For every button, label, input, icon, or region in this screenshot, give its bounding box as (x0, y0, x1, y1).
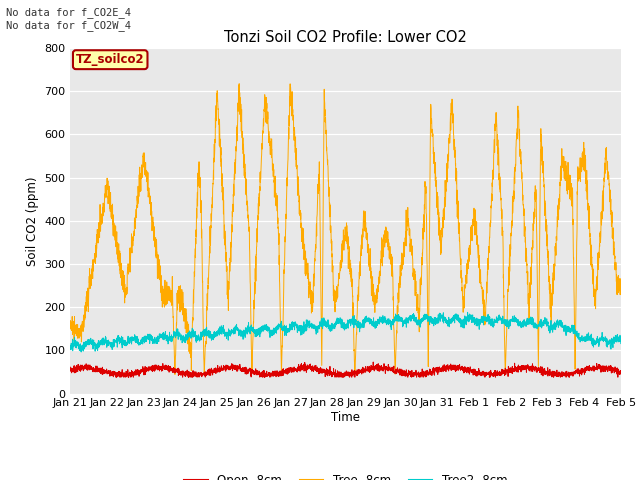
Legend: Open -8cm, Tree -8cm, Tree2 -8cm: Open -8cm, Tree -8cm, Tree2 -8cm (179, 469, 512, 480)
Text: TZ_soilco2: TZ_soilco2 (76, 53, 145, 66)
Title: Tonzi Soil CO2 Profile: Lower CO2: Tonzi Soil CO2 Profile: Lower CO2 (224, 30, 467, 46)
X-axis label: Time: Time (331, 411, 360, 424)
Y-axis label: Soil CO2 (ppm): Soil CO2 (ppm) (26, 176, 39, 265)
Text: No data for f_CO2E_4
No data for f_CO2W_4: No data for f_CO2E_4 No data for f_CO2W_… (6, 7, 131, 31)
